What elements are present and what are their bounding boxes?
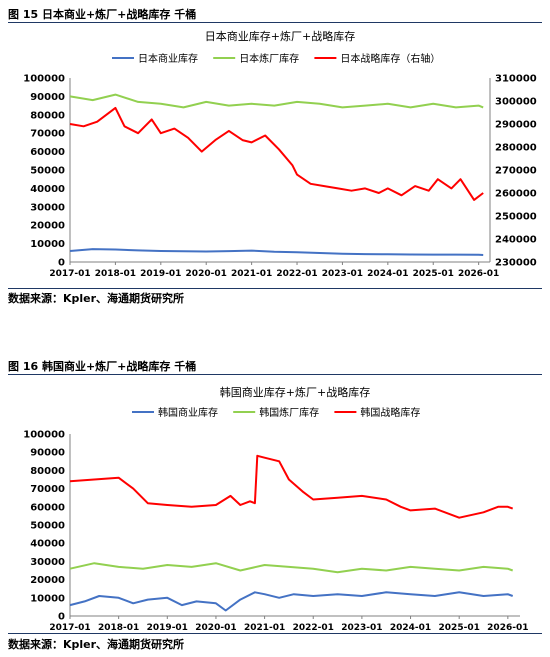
figure-16-rule <box>8 374 542 375</box>
legend-label-2: 韩国战略库存 <box>360 406 420 419</box>
x-tick-label: 2020-01 <box>186 269 227 279</box>
x-tick-label: 2024-01 <box>367 269 408 279</box>
x-tick-label: 2018-01 <box>98 623 139 632</box>
y-tick-label: 90000 <box>30 448 65 459</box>
series-line-1 <box>69 562 514 574</box>
x-tick-label: 2022-01 <box>276 269 317 279</box>
y2-tick-label: 310000 <box>495 74 537 85</box>
x-tick-label: 2017-01 <box>49 269 90 279</box>
y2-tick-label: 300000 <box>495 97 537 108</box>
x-tick-label: 2020-01 <box>195 623 236 632</box>
series-line-0 <box>69 248 484 256</box>
legend-label-0: 韩国商业库存 <box>158 406 218 419</box>
x-tick-label: 2026-01 <box>458 269 499 279</box>
x-tick-label: 2025-01 <box>439 623 480 632</box>
series-line-2 <box>69 106 484 201</box>
chart-title: 韩国商业库存+炼厂+战略库存 <box>220 385 370 399</box>
y2-tick-label: 230000 <box>495 258 537 269</box>
x-tick-label: 2021-01 <box>244 623 285 632</box>
y-tick-label: 80000 <box>30 466 65 477</box>
y-tick-label: 0 <box>58 612 65 623</box>
figure-15-bottom-rule <box>8 288 542 289</box>
y-tick-label: 10000 <box>30 593 65 604</box>
y-tick-label: 70000 <box>30 484 65 495</box>
y-tick-label: 20000 <box>30 575 65 586</box>
y-tick-label: 50000 <box>30 521 65 532</box>
figure-16-source: 数据来源：Kpler、海通期货研究所 <box>8 638 185 651</box>
legend-label-0: 日本商业库存 <box>138 52 198 65</box>
x-tick-label: 2022-01 <box>293 623 334 632</box>
x-tick-label: 2023-01 <box>341 623 382 632</box>
y-tick-label: 60000 <box>30 502 65 513</box>
y-tick-label: 100000 <box>23 74 65 85</box>
y2-tick-label: 270000 <box>495 166 537 177</box>
y-tick-label: 40000 <box>30 184 65 195</box>
legend-label-1: 韩国炼厂库存 <box>259 406 319 419</box>
x-tick-label: 2019-01 <box>147 623 188 632</box>
x-tick-label: 2021-01 <box>231 269 272 279</box>
y-tick-label: 100000 <box>23 430 65 441</box>
x-tick-label: 2019-01 <box>140 269 181 279</box>
figure-15-source: 数据来源：Kpler、海通期货研究所 <box>8 292 185 305</box>
series-line-2 <box>69 454 514 519</box>
y-tick-label: 0 <box>58 258 65 269</box>
x-tick-label: 2026-01 <box>487 623 528 632</box>
y-tick-label: 30000 <box>30 202 65 213</box>
y-tick-label: 30000 <box>30 557 65 568</box>
y-tick-label: 80000 <box>30 110 65 121</box>
y-tick-label: 20000 <box>30 221 65 232</box>
legend-label-2: 日本战略库存（右轴） <box>340 52 440 65</box>
y2-tick-label: 260000 <box>495 189 537 200</box>
x-tick-label: 2024-01 <box>390 623 431 632</box>
figure-16-title: 图 16 韩国商业+炼厂+战略库存 千桶 <box>8 360 197 373</box>
y-tick-label: 40000 <box>30 539 65 550</box>
x-tick-label: 2025-01 <box>413 269 454 279</box>
legend-label-1: 日本炼厂库存 <box>239 52 299 65</box>
x-tick-label: 2018-01 <box>95 269 136 279</box>
y-tick-label: 60000 <box>30 147 65 158</box>
y-tick-label: 90000 <box>30 92 65 103</box>
figure-16-bottom-rule <box>8 633 542 634</box>
y2-tick-label: 240000 <box>495 235 537 246</box>
chart-title: 日本商业库存+炼厂+战略库存 <box>205 29 355 43</box>
y-tick-label: 70000 <box>30 129 65 140</box>
series-line-0 <box>69 591 514 612</box>
y2-tick-label: 290000 <box>495 120 537 131</box>
x-tick-label: 2023-01 <box>322 269 363 279</box>
y-tick-label: 50000 <box>30 166 65 177</box>
y-tick-label: 10000 <box>30 239 65 250</box>
x-tick-label: 2017-01 <box>49 623 90 632</box>
y2-tick-label: 250000 <box>495 212 537 223</box>
series-line-1 <box>69 93 484 109</box>
figure-15-title: 图 15 日本商业+炼厂+战略库存 千桶 <box>8 8 197 21</box>
y2-tick-label: 280000 <box>495 143 537 154</box>
figure-15-rule <box>8 22 542 23</box>
